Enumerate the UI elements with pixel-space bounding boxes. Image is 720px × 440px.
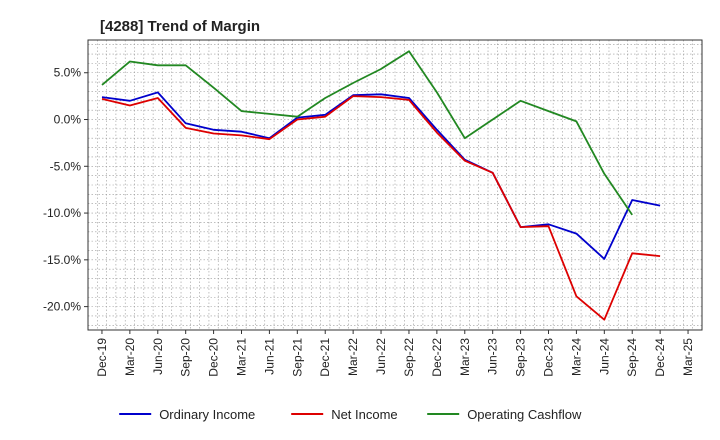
x-tick-label: Dec-24 — [653, 338, 667, 377]
x-tick-label: Dec-19 — [95, 338, 109, 377]
y-tick-label: -15.0% — [43, 253, 81, 267]
x-tick-label: Mar-25 — [681, 338, 695, 376]
x-tick-label: Mar-24 — [569, 338, 583, 376]
x-tick-label: Dec-20 — [207, 338, 221, 377]
x-tick-label: Mar-22 — [346, 338, 360, 376]
legend: Ordinary Income Net Income Operating Cashf… — [119, 407, 582, 422]
x-tick-label: Sep-23 — [514, 338, 528, 377]
x-tick-label: Mar-20 — [123, 338, 137, 376]
y-axis-ticks: 5.0% 0.0% -5.0% -10.0% -15.0% -20.0% — [43, 66, 88, 314]
x-tick-label: Jun-22 — [374, 338, 388, 375]
series-line-operating-cashflow — [101, 50, 633, 216]
x-tick-label: Jun-21 — [262, 338, 276, 375]
x-tick-label: Jun-20 — [151, 338, 165, 375]
x-tick-label: Dec-22 — [430, 338, 444, 377]
y-tick-label: -5.0% — [50, 159, 82, 173]
x-tick-label: Jun-24 — [597, 338, 611, 375]
series-layer — [101, 50, 661, 321]
x-tick-label: Dec-23 — [542, 338, 556, 377]
y-tick-label: 5.0% — [54, 66, 82, 80]
x-tick-label: Mar-21 — [235, 338, 249, 376]
x-tick-label: Sep-22 — [402, 338, 416, 377]
legend-label-ordinary-income: Ordinary Income — [159, 407, 255, 422]
x-tick-label: Jun-23 — [486, 338, 500, 375]
x-tick-label: Sep-24 — [625, 338, 639, 377]
series-line-net-income — [101, 95, 661, 321]
grid — [88, 40, 702, 330]
x-tick-label: Sep-20 — [179, 338, 193, 377]
y-tick-label: -10.0% — [43, 206, 81, 220]
x-tick-label: Dec-21 — [318, 338, 332, 377]
legend-label-net-income: Net Income — [331, 407, 397, 422]
y-tick-label: -20.0% — [43, 300, 81, 314]
legend-label-operating-cashflow: Operating Cashflow — [467, 407, 582, 422]
series-line-ordinary-income — [101, 91, 661, 260]
chart-title: [4288] Trend of Margin — [100, 18, 260, 35]
x-axis-ticks: Dec-19 Mar-20 Jun-20 Sep-20 Dec-20 Mar-21 Jun-… — [95, 330, 695, 377]
x-tick-label: Mar-23 — [458, 338, 472, 376]
y-tick-label: 0.0% — [54, 113, 82, 127]
plot-frame — [87, 39, 703, 331]
x-tick-label: Sep-21 — [290, 338, 304, 377]
